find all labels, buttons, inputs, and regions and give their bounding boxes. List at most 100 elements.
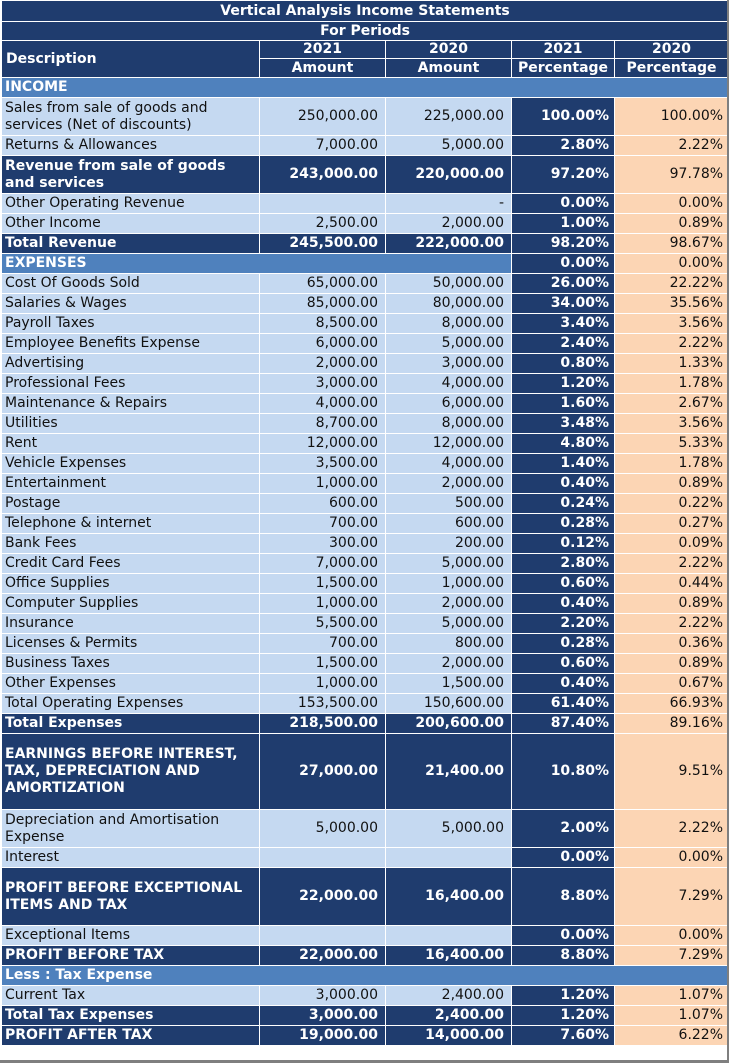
percentage-2020-cell: 1.07% xyxy=(613,1005,729,1026)
percentage-2020-cell: 98.67% xyxy=(613,233,729,254)
row-label: Bank Fees xyxy=(1,533,260,554)
percentage-2021-cell: 0.80% xyxy=(511,353,615,374)
percentage-2020-cell: 2.22% xyxy=(613,135,729,156)
statement-row: INCOME xyxy=(0,77,729,98)
amount-2020-cell: 16,400.00 xyxy=(385,945,512,966)
statement-row: PROFIT AFTER TAX 19,000.00 14,000.00 7.60% 6… xyxy=(1,1025,729,1046)
percentage-2020-cell: 0.89% xyxy=(613,473,729,494)
percentage-2021-cell: 2.40% xyxy=(511,333,615,354)
row-label: Licenses & Permits xyxy=(1,633,260,654)
amount-2021-cell: 65,000.00 xyxy=(259,273,386,294)
statement-row: Professional Fees 3,000.00 4,000.00 1.20% 1.… xyxy=(1,373,729,394)
percentage-2021-cell: 2.80% xyxy=(511,135,615,156)
row-label: Interest xyxy=(1,847,260,868)
amount-2020-cell: 4,000.00 xyxy=(385,453,512,474)
percentage-2021-cell: 0.60% xyxy=(511,653,615,674)
percentage-2020-cell: 2.67% xyxy=(613,393,729,414)
amount-2020-cell: 8,000.00 xyxy=(385,413,512,434)
statement-row: Other Income 2,500.00 2,000.00 1.00% 0.89% xyxy=(1,213,729,234)
percentage-2021-cell: 0.40% xyxy=(511,673,615,694)
year-2020-amount-header: 2020 xyxy=(385,40,512,59)
statement-row: PROFIT BEFORE EXCEPTIONAL ITEMS AND TAX 2… xyxy=(1,867,729,926)
section-heading: INCOME xyxy=(0,77,729,98)
amount-2020-cell: 800.00 xyxy=(385,633,512,654)
amount-2021-cell xyxy=(259,925,386,946)
percentage-2021-cell: 0.00% xyxy=(511,193,615,214)
amount-2020-cell: 2,000.00 xyxy=(385,473,512,494)
row-label: Total Revenue xyxy=(1,233,260,254)
percentage-2021-cell: 61.40% xyxy=(511,693,615,714)
amount-2020-cell: 1,500.00 xyxy=(385,673,512,694)
percentage-2021-cell: 2.20% xyxy=(511,613,615,634)
row-label: Maintenance & Repairs xyxy=(1,393,260,414)
year-2021-amount-header: 2021 xyxy=(259,40,386,59)
statement-row: Employee Benefits Expense 6,000.00 5,000.0… xyxy=(1,333,729,354)
percentage-2021-cell: 0.12% xyxy=(511,533,615,554)
row-label: Office Supplies xyxy=(1,573,260,594)
amount-2021-cell: 153,500.00 xyxy=(259,693,386,714)
amount-2020-cell: 200,600.00 xyxy=(385,713,512,734)
row-label: EARNINGS BEFORE INTEREST, TAX, DEPRECIAT… xyxy=(1,733,260,810)
percentage-2021-cell: 1.00% xyxy=(511,213,615,234)
percentage-2021-cell: 3.48% xyxy=(511,413,615,434)
amount-2021-cell: 22,000.00 xyxy=(259,867,386,926)
amount-2020-cell: 5,000.00 xyxy=(385,553,512,574)
statement-row: Total Operating Expenses 153,500.00 150,60… xyxy=(1,693,729,714)
row-label: Vehicle Expenses xyxy=(1,453,260,474)
amount-2021-cell: 12,000.00 xyxy=(259,433,386,454)
amount-2020-cell: 150,600.00 xyxy=(385,693,512,714)
statement-row: Sales from sale of goods and services (N… xyxy=(1,97,729,136)
statement-row: Insurance 5,500.00 5,000.00 2.20% 2.22% xyxy=(1,613,729,634)
row-label: Returns & Allowances xyxy=(1,135,260,156)
amount-2020-cell: 2,400.00 xyxy=(385,1005,512,1026)
statement-row: Exceptional Items 0.00% 0.00% xyxy=(1,925,729,946)
amount-2020-cell: 225,000.00 xyxy=(385,97,512,136)
row-label: Other Expenses xyxy=(1,673,260,694)
amount-2021-cell: 3,000.00 xyxy=(259,985,386,1006)
percentage-2020-cell: 0.89% xyxy=(613,593,729,614)
amount-2021-cell: 1,500.00 xyxy=(259,573,386,594)
row-label: Telephone & internet xyxy=(1,513,260,534)
amount-2021-cell: 6,000.00 xyxy=(259,333,386,354)
amount-2021-cell: 245,500.00 xyxy=(259,233,386,254)
percentage-2020-cell: 0.00% xyxy=(613,193,729,214)
percentage-2021-cell: 0.00% xyxy=(511,847,615,868)
year-2020-percentage-header: 2020 xyxy=(613,40,729,59)
row-label: Professional Fees xyxy=(1,373,260,394)
statement-row: Total Expenses 218,500.00 200,600.00 87.40%… xyxy=(1,713,729,734)
statement-row: Payroll Taxes 8,500.00 8,000.00 3.40% 3.56% xyxy=(1,313,729,334)
percentage-2021-cell: 0.40% xyxy=(511,593,615,614)
percentage-2020-cell: 0.00% xyxy=(613,847,729,868)
sheet-title: Vertical Analysis Income Statements xyxy=(0,0,729,22)
statement-row: Rent 12,000.00 12,000.00 4.80% 5.33% xyxy=(1,433,729,454)
percentage-2021-cell: 87.40% xyxy=(511,713,615,734)
statement-row: Other Operating Revenue -0.00% 0.00% xyxy=(1,193,729,214)
statement-row: EARNINGS BEFORE INTEREST, TAX, DEPRECIAT… xyxy=(1,733,729,810)
statement-row: Entertainment 1,000.00 2,000.00 0.40% 0.89% xyxy=(1,473,729,494)
percentage-2020-cell: 2.22% xyxy=(613,613,729,634)
amount-2020-cell: 80,000.00 xyxy=(385,293,512,314)
percentage-2020-cell: 9.51% xyxy=(613,733,729,810)
amount-2020-cell: 5,000.00 xyxy=(385,333,512,354)
percentage-2021-cell: 0.00% xyxy=(511,253,615,274)
amount-2021-cell: 7,000.00 xyxy=(259,135,386,156)
sheet-shadow-right xyxy=(727,0,729,1063)
amount-2020-cell: 6,000.00 xyxy=(385,393,512,414)
amount-2021-cell: 5,500.00 xyxy=(259,613,386,634)
amount-2020-cell: 2,000.00 xyxy=(385,653,512,674)
row-label: Employee Benefits Expense xyxy=(1,333,260,354)
row-label: Postage xyxy=(1,493,260,514)
amount-2021-cell: 2,500.00 xyxy=(259,213,386,234)
measure-header-row: Amount Amount Percentage Percentage xyxy=(2,58,729,78)
statement-row: Total Tax Expenses 3,000.00 2,400.00 1.20% 1… xyxy=(1,1005,729,1026)
amount-2020-cell: 14,000.00 xyxy=(385,1025,512,1046)
amount-2020-cell: 5,000.00 xyxy=(385,809,512,848)
percentage-2021-cell: 10.80% xyxy=(511,733,615,810)
row-label: Advertising xyxy=(1,353,260,374)
row-label: Salaries & Wages xyxy=(1,293,260,314)
amount-2020-cell: 222,000.00 xyxy=(385,233,512,254)
row-label: Insurance xyxy=(1,613,260,634)
percentage-2021-cell: 1.60% xyxy=(511,393,615,414)
statement-row: PROFIT BEFORE TAX 22,000.00 16,400.00 8.80%… xyxy=(1,945,729,966)
